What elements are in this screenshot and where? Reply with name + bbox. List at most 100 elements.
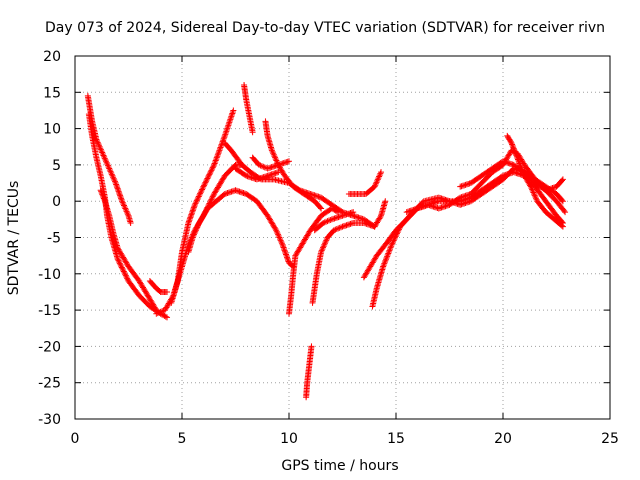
data-point: [191, 201, 198, 208]
data-point: [210, 192, 217, 199]
series-track-14: [309, 198, 389, 306]
y-tick-label: -25: [38, 376, 61, 392]
data-point: [112, 178, 119, 185]
data-point: [559, 197, 566, 204]
data-point: [383, 256, 390, 263]
data-point: [153, 310, 160, 317]
data-point: [510, 145, 517, 152]
data-point: [197, 190, 204, 197]
data-point: [215, 150, 222, 157]
data-point: [164, 314, 171, 321]
data-point: [390, 238, 397, 245]
data-point: [227, 114, 234, 121]
data-point: [261, 164, 268, 171]
data-point: [96, 143, 103, 150]
data-point: [323, 237, 330, 244]
data-point: [111, 177, 118, 184]
data-point: [382, 257, 389, 264]
data-point: [110, 175, 117, 182]
data-point: [230, 107, 237, 114]
chart-title: Day 073 of 2024, Sidereal Day-to-day VTE…: [45, 20, 605, 36]
data-point: [225, 120, 232, 127]
data-point: [508, 140, 515, 147]
data-point: [99, 151, 106, 158]
data-point: [387, 246, 394, 253]
data-point: [514, 155, 521, 162]
data-point: [192, 200, 199, 207]
data-point: [208, 167, 215, 174]
data-point: [390, 237, 397, 244]
data-point: [350, 209, 357, 216]
data-point: [203, 176, 210, 183]
series-track-10: [262, 118, 325, 212]
series-track-7: [185, 187, 297, 270]
data-point: [198, 187, 205, 194]
data-point: [225, 122, 232, 129]
data-point: [214, 153, 221, 160]
series-track-12: [232, 165, 282, 183]
data-point: [332, 207, 339, 214]
data-point: [242, 171, 249, 178]
data-point: [317, 204, 324, 211]
data-point: [101, 196, 108, 203]
data-point: [103, 158, 110, 165]
data-point: [275, 169, 282, 176]
data-point: [272, 225, 279, 232]
data-point: [517, 161, 524, 168]
data-point: [120, 267, 127, 274]
data-point: [162, 313, 169, 320]
data-point: [380, 262, 387, 269]
y-tick-label: -15: [38, 303, 61, 319]
data-point: [212, 158, 219, 165]
data-point: [108, 171, 115, 178]
data-point: [331, 206, 338, 213]
series-track-9: [241, 82, 256, 136]
data-point: [336, 224, 343, 231]
data-point: [513, 152, 520, 159]
data-point: [157, 308, 164, 315]
data-point: [507, 138, 514, 145]
series-track-1: [84, 92, 134, 226]
data-point: [121, 202, 128, 209]
data-point: [227, 116, 234, 123]
data-point: [209, 164, 216, 171]
data-point: [527, 183, 534, 190]
data-point: [512, 151, 519, 158]
data-point: [277, 237, 284, 244]
data-point: [228, 111, 235, 118]
data-point: [119, 265, 126, 272]
data-point: [105, 164, 112, 171]
data-point: [119, 198, 126, 205]
data-point: [98, 148, 105, 155]
data-point: [217, 144, 224, 151]
data-point: [204, 175, 211, 182]
data-point: [209, 193, 216, 200]
data-point: [513, 153, 520, 160]
data-point: [321, 219, 328, 226]
data-point: [318, 247, 325, 254]
data-point: [257, 162, 264, 169]
data-point: [394, 229, 401, 236]
data-point: [99, 192, 106, 199]
data-point: [106, 166, 113, 173]
data-point: [99, 149, 106, 156]
data-point: [376, 173, 383, 180]
data-point: [123, 273, 130, 280]
data-point: [376, 172, 383, 179]
data-point: [385, 249, 392, 256]
series-track-6: [168, 107, 237, 306]
data-point: [274, 230, 281, 237]
data-point: [559, 223, 566, 230]
data-point: [384, 251, 391, 258]
data-point: [514, 156, 521, 163]
x-tick-label: 25: [601, 431, 619, 447]
data-point: [209, 165, 216, 172]
data-point: [286, 158, 292, 165]
data-point: [382, 198, 389, 205]
data-point: [229, 108, 236, 115]
data-point: [229, 110, 236, 117]
data-point: [511, 146, 518, 153]
data-point: [374, 176, 381, 183]
